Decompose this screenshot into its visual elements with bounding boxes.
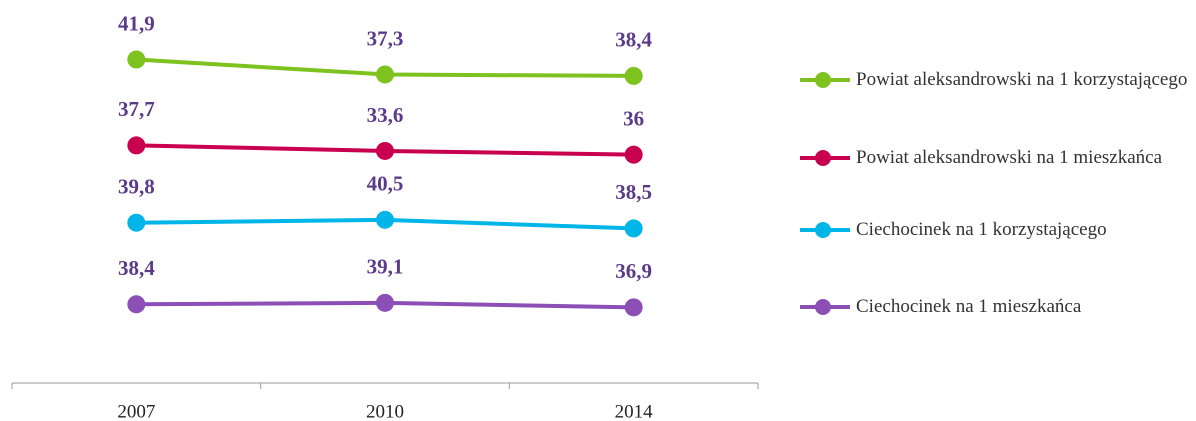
data-point <box>624 219 643 238</box>
data-label: 39,8 <box>118 175 155 199</box>
data-label: 38,4 <box>615 28 652 52</box>
data-label: 38,5 <box>615 180 652 204</box>
legend-marker <box>815 222 831 238</box>
x-tick-label: 2007 <box>117 401 155 421</box>
x-tick-label: 2010 <box>366 401 404 421</box>
data-point <box>376 65 394 84</box>
legend-label: Powiat aleksandrowski na 1 korzystająceg… <box>856 69 1188 90</box>
data-point <box>127 295 146 314</box>
legend-label: Powiat aleksandrowski na 1 mieszkańca <box>856 147 1163 168</box>
x-tick-label: 2014 <box>615 401 654 421</box>
data-label: 38,4 <box>118 256 155 280</box>
data-point <box>624 66 643 85</box>
data-point <box>376 141 394 160</box>
legend-label: Ciechocinek na 1 korzystającego <box>856 219 1107 240</box>
data-label: 36,9 <box>615 259 652 283</box>
data-label: 37,7 <box>118 97 155 121</box>
data-label: 37,3 <box>367 26 404 50</box>
legend-entry: Ciechocinek na 1 korzystającego <box>856 219 1107 240</box>
legend-marker <box>815 72 831 88</box>
data-point <box>624 145 643 164</box>
data-label: 40,5 <box>367 172 404 196</box>
legend-entry: Powiat aleksandrowski na 1 korzystająceg… <box>856 69 1188 90</box>
data-point <box>624 298 643 317</box>
data-label: 36 <box>623 106 644 130</box>
legend-entry: Powiat aleksandrowski na 1 mieszkańca <box>856 147 1163 168</box>
data-label: 39,1 <box>367 255 404 279</box>
legend-marker <box>815 299 831 315</box>
data-label: 33,6 <box>367 103 404 127</box>
data-point <box>127 213 146 232</box>
data-point <box>376 210 394 229</box>
legend-marker <box>815 150 831 166</box>
data-point <box>376 293 394 312</box>
legend-label: Ciechocinek na 1 mieszkańca <box>856 296 1082 317</box>
data-point <box>127 136 146 155</box>
data-point <box>127 50 146 69</box>
legend-entry: Ciechocinek na 1 mieszkańca <box>856 296 1082 317</box>
data-label: 41,9 <box>118 11 155 35</box>
